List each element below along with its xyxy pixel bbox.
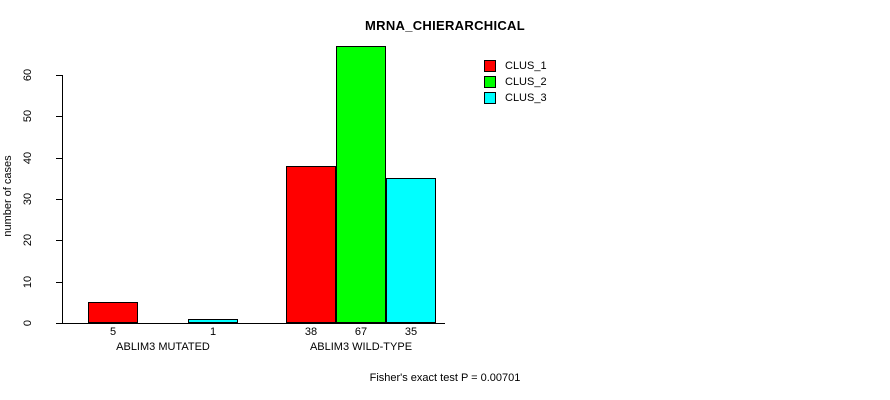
legend-swatch-icon-clus-3 xyxy=(484,92,496,104)
x-axis-group-label: ABLIM3 MUTATED xyxy=(116,341,210,353)
page-title: MRNA_CHIERARCHICAL xyxy=(365,18,525,33)
y-axis-tick-mark xyxy=(56,199,62,200)
x-axis-group-label: ABLIM3 WILD-TYPE xyxy=(309,341,413,353)
bar-value-label: 67 xyxy=(354,326,368,338)
legend-label-clus-2: CLUS_2 xyxy=(505,76,547,88)
legend-item-clus-2: CLUS_2 xyxy=(484,74,547,90)
bar-value-label: 1 xyxy=(209,326,217,338)
bar-value-label: 5 xyxy=(109,326,117,338)
bar-value-label: 38 xyxy=(304,326,318,338)
statistical-test-annotation: Fisher's exact test P = 0.00701 xyxy=(369,372,521,384)
x-axis-line xyxy=(62,323,445,324)
y-axis-tick-label: 10 xyxy=(22,275,34,288)
y-axis-tick-mark xyxy=(56,116,62,118)
y-axis-label: number of cases xyxy=(2,155,14,237)
y-axis-tick-label: 20 xyxy=(22,234,34,247)
legend-label-clus-1: CLUS_1 xyxy=(505,60,547,72)
bar-clus-2-group-2 xyxy=(336,46,386,323)
legend: CLUS_1 CLUS_2 CLUS_3 xyxy=(484,58,547,106)
y-axis-tick-label: 60 xyxy=(22,68,34,82)
y-axis-tick-mark xyxy=(56,323,62,324)
y-axis-tick-mark xyxy=(56,157,62,159)
y-axis-tick-label: 30 xyxy=(22,192,34,206)
y-axis-line xyxy=(62,75,63,324)
y-axis-tick-label: 40 xyxy=(22,151,34,164)
y-axis-tick-mark xyxy=(56,75,62,76)
legend-swatch-icon-clus-1 xyxy=(484,60,496,72)
bar-value-label: 35 xyxy=(404,326,418,338)
bar-clus-3-group-1 xyxy=(188,318,238,323)
bar-clus-1-group-1 xyxy=(88,302,138,323)
legend-item-clus-3: CLUS_3 xyxy=(484,90,547,106)
bar-clus-1-group-2 xyxy=(286,165,336,323)
y-axis-tick-mark xyxy=(56,240,62,242)
y-axis-tick-label: 0 xyxy=(22,319,34,327)
y-axis-tick-mark xyxy=(56,281,62,283)
legend-label-clus-3: CLUS_3 xyxy=(505,92,547,104)
y-axis-tick-label: 50 xyxy=(22,110,34,123)
legend-item-clus-1: CLUS_1 xyxy=(484,58,547,74)
legend-swatch-icon-clus-2 xyxy=(484,76,496,88)
bar-clus-3-group-2 xyxy=(386,178,436,323)
